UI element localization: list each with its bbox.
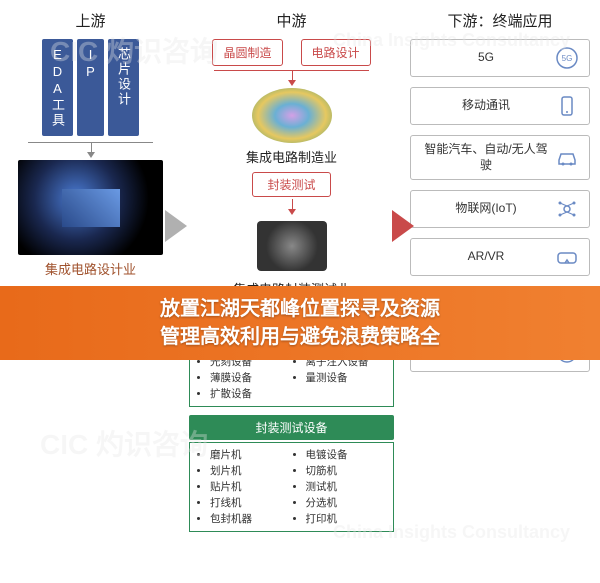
mid-connector-1: [179, 70, 404, 88]
downstream-item-arvr: AR/VR: [410, 238, 590, 276]
list-item: 量测设备: [306, 370, 388, 385]
banner-text: 放置江湖天都峰位置探寻及资源管理高效利用与避免浪费策略全: [140, 295, 460, 351]
list-item: 切筋机: [306, 463, 388, 478]
downstream-label: 移动通讯: [419, 98, 553, 114]
upstream-boxes: EDA工具 IP 芯片设计: [8, 39, 173, 136]
list-item: 扩散设备: [210, 386, 292, 401]
downstream-label: AR/VR: [419, 249, 553, 265]
downstream-label: 物联网(IoT): [419, 201, 553, 217]
overlay-banner: 放置江湖天都峰位置探寻及资源管理高效利用与避免浪费策略全: [0, 286, 600, 360]
5g-icon: 5G: [553, 46, 581, 70]
diagram-root: CIC 灼识咨询 China Insights Consultancy CIC …: [0, 0, 600, 583]
box-chipdesign: 芯片设计: [108, 39, 139, 136]
chip-image: [18, 160, 163, 255]
downstream-title: 下游：终端应用: [410, 10, 590, 31]
upstream-connector: [8, 142, 173, 160]
chip-package-image: [257, 221, 327, 271]
list-item: 磨片机: [210, 447, 292, 462]
pkg-equipment-title: 封装测试设备: [189, 415, 394, 440]
vr-icon: [553, 245, 581, 269]
box-wafer-mfg: 晶圆制造: [212, 39, 282, 66]
box-circuit-design: 电路设计: [301, 39, 371, 66]
midstream-title: 中游: [179, 10, 404, 31]
list-item: 测试机: [306, 479, 388, 494]
downstream-item-5g: 5G 5G: [410, 39, 590, 77]
list-item: 打印机: [306, 511, 388, 526]
arrow-upstream-to-mid: [165, 210, 187, 242]
downstream-label: 智能汽车、自动/无人驾驶: [419, 142, 553, 173]
midstream-top-boxes: 晶圆制造 电路设计: [179, 39, 404, 66]
downstream-item-mobile: 移动通讯: [410, 87, 590, 125]
ic-mfg-label: 集成电路制造业: [179, 147, 404, 166]
list-item: 分选机: [306, 495, 388, 510]
list-item: 贴片机: [210, 479, 292, 494]
upstream-section-label: 集成电路设计业: [8, 259, 173, 278]
pkg-equipment-list: 磨片机 划片机 贴片机 打线机 包封机器 电镀设备 切筋机 测试机 分选机 打印…: [189, 442, 394, 532]
pkg-equipment-list-left: 磨片机 划片机 贴片机 打线机 包封机器: [196, 447, 292, 527]
car-icon: [553, 146, 581, 170]
pkg-equipment-list-right: 电镀设备 切筋机 测试机 分选机 打印机: [292, 447, 388, 527]
list-item: 打线机: [210, 495, 292, 510]
downstream-item-iot: 物联网(IoT): [410, 190, 590, 228]
wafer-image: [252, 88, 332, 143]
iot-icon: [553, 197, 581, 221]
upstream-title: 上游: [8, 10, 173, 31]
svg-text:5G: 5G: [562, 54, 573, 63]
box-eda: EDA工具: [42, 39, 73, 136]
list-item: 电镀设备: [306, 447, 388, 462]
list-item: 薄膜设备: [210, 370, 292, 385]
downstream-item-auto: 智能汽车、自动/无人驾驶: [410, 135, 590, 180]
downstream-label: 5G: [419, 50, 553, 66]
box-pkg-test: 封装测试: [252, 172, 330, 197]
mid-connector-2: [179, 199, 404, 217]
box-ip: IP: [77, 39, 104, 136]
phone-icon: [553, 94, 581, 118]
arrow-mid-to-down: [392, 210, 414, 242]
list-item: 划片机: [210, 463, 292, 478]
list-item: 包封机器: [210, 511, 292, 526]
